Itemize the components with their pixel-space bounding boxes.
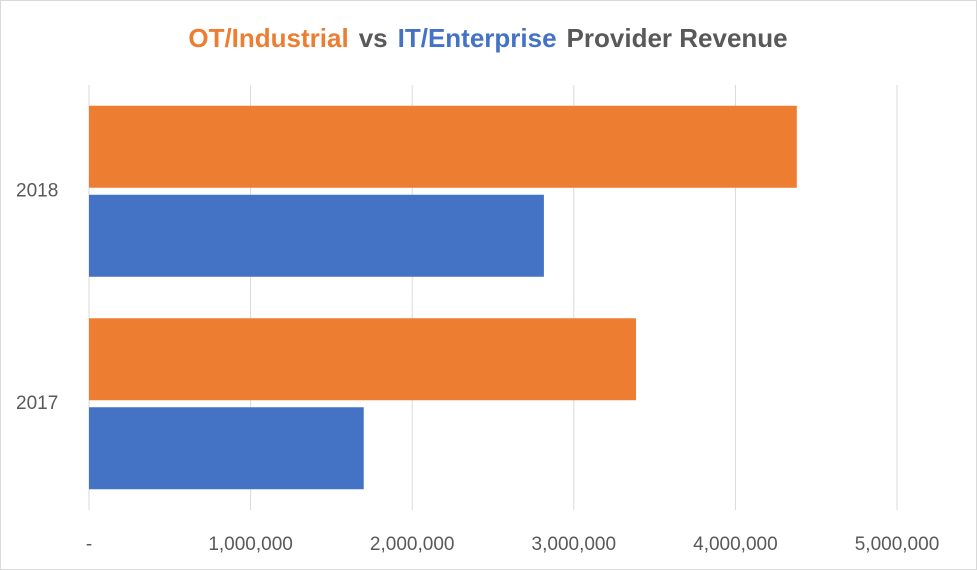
y-tick-label: 2017 — [16, 393, 58, 414]
x-tick-label: 3,000,000 — [532, 534, 617, 555]
bar — [89, 105, 797, 188]
bar — [89, 318, 637, 401]
title-part: Provider Revenue — [567, 23, 788, 53]
chart-title: OT/Industrial vs IT/Enterprise Provider Rev… — [188, 23, 787, 53]
bar — [89, 194, 544, 277]
x-tick-label: 2,000,000 — [370, 534, 455, 555]
x-tick-label: 4,000,000 — [693, 534, 778, 555]
title-part: IT/Enterprise — [398, 23, 557, 53]
x-tick-label: 1,000,000 — [208, 534, 293, 555]
title-part: OT/Industrial — [188, 23, 348, 53]
title-part: vs — [359, 23, 388, 53]
x-tick-label: 5,000,000 — [855, 534, 940, 555]
x-tick-label: - — [86, 534, 92, 555]
bar — [89, 407, 364, 490]
y-tick-label: 2018 — [16, 180, 58, 201]
